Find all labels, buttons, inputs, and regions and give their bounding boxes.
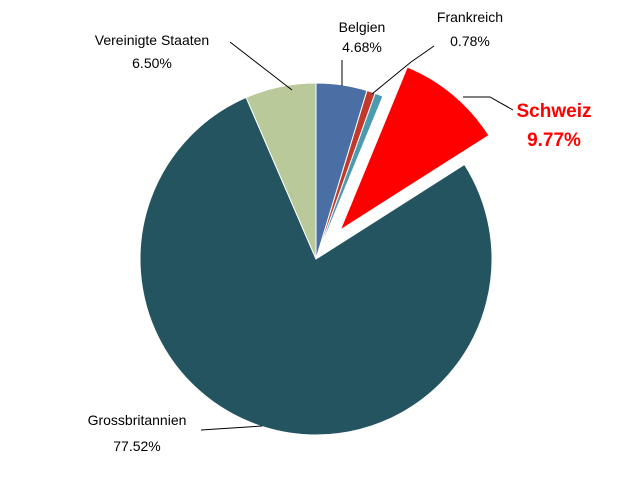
slice-label-grossbritannien: Grossbritannien [88, 412, 187, 428]
pie-slice-vereinigte-staaten [245, 82, 317, 260]
pie-slice-grossbritannien [139, 96, 493, 436]
leader-line-frankreich [371, 45, 435, 95]
slice-value-grossbritannien: 77.52% [113, 438, 160, 454]
leader-line-schweiz [463, 96, 514, 111]
slice-value-frankreich: 0.78% [450, 33, 490, 49]
leader-line-grossbritannien [200, 425, 263, 431]
leader-line-vereinigte-staaten [229, 41, 293, 91]
slice-value-schweiz: 9.77% [527, 130, 581, 151]
pie-slice-unlabeled-2 [315, 92, 384, 260]
slice-label-schweiz: Schweiz [517, 101, 592, 122]
slice-labels: Belgien 4.68% Frankreich 0.78% Schweiz 9.77% G… [88, 9, 592, 454]
slice-label-belgien: Belgien [339, 19, 386, 35]
slice-label-frankreich: Frankreich [437, 9, 503, 25]
pie-slices [139, 66, 493, 436]
leader-lines [200, 41, 514, 431]
slice-value-belgien: 4.68% [342, 39, 382, 55]
pie-slice-schweiz [339, 66, 490, 232]
slice-value-vereinigte-staaten: 6.50% [132, 55, 172, 71]
slice-label-vereinigte-staaten: Vereinigte Staaten [95, 32, 209, 48]
